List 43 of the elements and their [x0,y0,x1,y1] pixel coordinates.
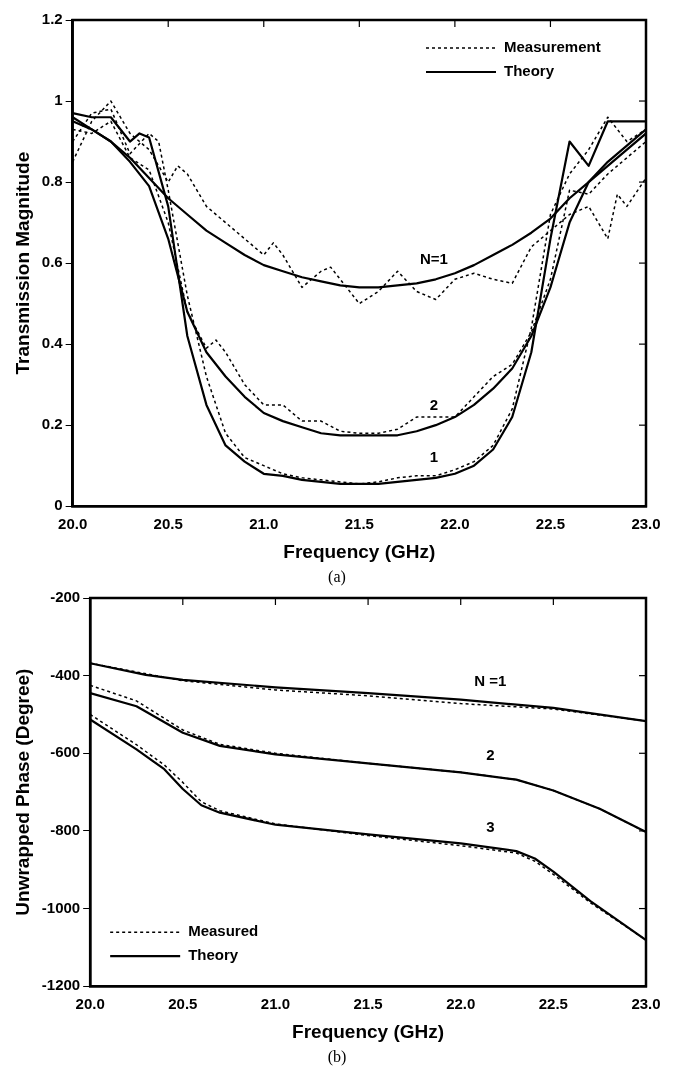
text: (a) [327,568,347,586]
y-tick-label: 0.6 [41,253,63,271]
x-tick-label: 23.0 [631,515,661,533]
y-tick-label: 0.4 [41,334,64,352]
annotation: N =1 [474,672,507,690]
x-tick-label: 22.5 [535,515,566,533]
y-tick-label: 1 [54,91,63,109]
y-tick-label: -600 [50,743,81,761]
annotation: N=1 [419,249,448,267]
legend-label: Measured [188,922,259,940]
x-tick-label: 22.0 [440,515,470,533]
y-tick-label: -800 [50,821,81,839]
x-tick-label: 20.5 [168,995,198,1013]
x-tick-label: 20.5 [153,515,183,533]
y-tick-label: 0.2 [41,415,63,433]
x-tick-label: 20.0 [75,995,105,1013]
x-tick-label: 22.0 [446,995,476,1013]
x-axis-title: Frequency (GHz) [292,1020,445,1042]
y-tick-label: 0 [54,496,63,514]
y-tick-label: -1000 [41,898,81,916]
x-tick-label: 23.0 [631,995,661,1013]
y-tick-label: -400 [50,665,81,683]
legend-label: Theory [188,946,239,964]
annotation: 2 [486,746,495,764]
y-axis-title: Transmission Magnitude [11,151,33,375]
y-tick-label: -200 [50,588,81,606]
annotation: 2 [429,395,439,413]
legend-label: Measurement [504,38,601,56]
x-tick-label: 21.0 [260,995,291,1013]
x-tick-label: 22.5 [538,995,568,1013]
x-tick-label: 21.0 [249,515,279,533]
x-tick-label: 20.0 [58,515,88,533]
y-tick-label: 0.8 [41,172,63,190]
legend-label: Theory [504,62,555,80]
x-tick-label: 21.5 [344,515,374,533]
y-axis-title: Unwrapped Phase (Degree) [11,668,33,916]
text: (b) [326,1048,348,1066]
x-axis-title: Frequency (GHz) [283,540,436,562]
y-tick-label: -1200 [41,976,81,994]
annotation: 1 [429,448,439,466]
y-tick-label: 1.2 [41,10,63,28]
annotation: 3 [486,817,495,835]
x-tick-label: 21.5 [353,995,383,1013]
